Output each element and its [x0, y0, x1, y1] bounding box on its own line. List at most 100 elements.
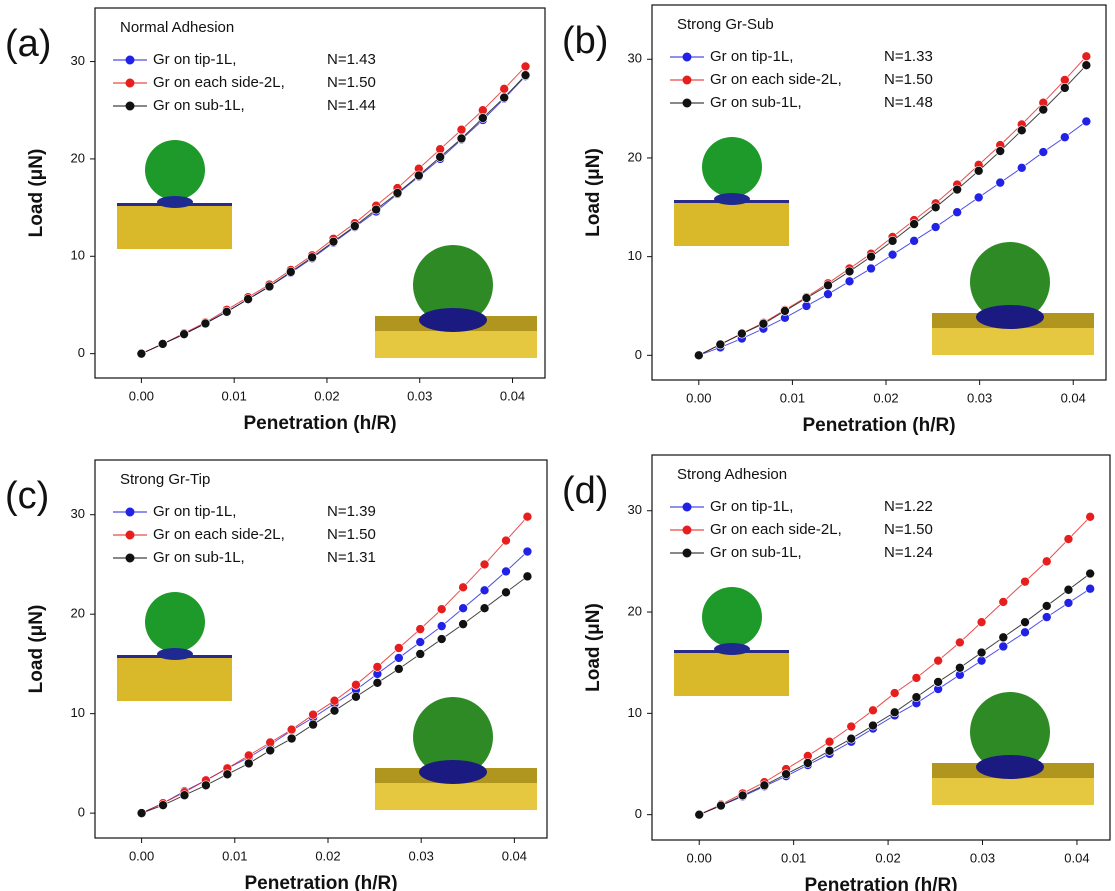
data-point [287, 725, 296, 734]
x-tick-label: 0.03 [409, 848, 434, 863]
data-point [373, 662, 382, 671]
inset-contact [714, 643, 750, 655]
x-tick-label: 0.02 [873, 390, 898, 405]
data-point [394, 644, 403, 653]
panel-label: (c) [5, 475, 49, 517]
y-tick-label: 30 [628, 51, 642, 66]
data-point [1064, 585, 1073, 594]
data-point [823, 290, 832, 299]
data-point [500, 84, 509, 93]
legend-marker [683, 99, 692, 108]
inset-tip [145, 592, 205, 652]
y-tick-label: 10 [628, 248, 642, 263]
legend-label: Gr on each side-2L, [710, 521, 842, 538]
data-point [286, 267, 295, 276]
data-point [523, 572, 532, 581]
data-point [953, 185, 962, 194]
panel-label: (a) [5, 23, 51, 65]
data-point [974, 166, 983, 175]
data-point [480, 586, 489, 595]
data-point [716, 340, 725, 349]
data-point [999, 642, 1008, 651]
data-point [457, 125, 466, 134]
data-point [867, 264, 876, 273]
data-point [1042, 601, 1051, 610]
data-point [1017, 163, 1026, 172]
data-point [999, 597, 1008, 606]
legend-annotation: N=1.50 [327, 74, 376, 91]
data-point [888, 236, 897, 245]
legend-marker [126, 79, 135, 88]
x-tick-label: 0.01 [222, 388, 247, 403]
inset-tip [702, 587, 762, 647]
data-point [137, 809, 146, 818]
y-tick-label: 10 [628, 705, 642, 720]
data-point [867, 252, 876, 261]
data-point [955, 663, 964, 672]
y-tick-label: 30 [71, 53, 85, 68]
chart-title: Strong Gr-Tip [120, 471, 210, 488]
inset-contact [714, 193, 750, 205]
data-point [459, 620, 468, 629]
data-point [1060, 133, 1069, 142]
data-point [955, 638, 964, 647]
legend-label: Gr on tip-1L, [710, 48, 793, 65]
x-tick-label: 0.00 [129, 848, 154, 863]
inset-substrate [117, 657, 232, 701]
data-point [737, 329, 746, 338]
data-point [847, 734, 856, 743]
y-tick-label: 0 [635, 347, 642, 362]
data-point [459, 604, 468, 613]
data-point [521, 71, 530, 80]
data-point [934, 656, 943, 665]
data-point [437, 605, 446, 614]
chart-title: Strong Adhesion [677, 466, 787, 483]
x-tick-label: 0.02 [875, 850, 900, 865]
inset-contact [976, 755, 1044, 779]
y-tick-label: 20 [628, 149, 642, 164]
y-tick-label: 30 [628, 502, 642, 517]
data-point [825, 746, 834, 755]
x-tick-label: 0.01 [222, 848, 247, 863]
legend-marker [126, 554, 135, 563]
y-tick-label: 10 [71, 248, 85, 263]
inset-substrate [674, 202, 789, 246]
data-point [350, 222, 359, 231]
y-tick-label: 10 [71, 705, 85, 720]
data-point [244, 759, 253, 768]
data-point [137, 349, 146, 358]
data-point [974, 193, 983, 202]
inset-contact [976, 305, 1044, 329]
legend-marker [683, 526, 692, 535]
data-point [738, 791, 747, 800]
data-point [695, 810, 704, 819]
legend-label: Gr on tip-1L, [153, 51, 236, 68]
data-point [996, 147, 1005, 156]
data-point [1060, 83, 1069, 92]
legend-marker [126, 56, 135, 65]
data-point [1021, 618, 1030, 627]
x-tick-label: 0.03 [967, 390, 992, 405]
y-tick-label: 0 [635, 806, 642, 821]
data-point [845, 267, 854, 276]
legend-label: Gr on sub-1L, [710, 94, 802, 111]
legend-marker [683, 53, 692, 62]
data-point [244, 295, 253, 304]
x-tick-label: 0.00 [686, 390, 711, 405]
data-point [977, 618, 986, 627]
data-point [159, 801, 168, 810]
data-point [416, 649, 425, 658]
data-point [1039, 105, 1048, 114]
data-point [201, 781, 210, 790]
x-tick-label: 0.03 [407, 388, 432, 403]
x-axis-label: Penetration (h/R) [244, 873, 397, 891]
legend-annotation: N=1.50 [884, 71, 933, 88]
data-point [459, 583, 468, 592]
legend-label: Gr on each side-2L, [153, 526, 285, 543]
y-tick-label: 30 [71, 506, 85, 521]
y-tick-label: 20 [71, 150, 85, 165]
data-point [1082, 61, 1091, 70]
y-tick-label: 0 [78, 805, 85, 820]
data-point [308, 253, 317, 262]
legend-label: Gr on tip-1L, [710, 498, 793, 515]
